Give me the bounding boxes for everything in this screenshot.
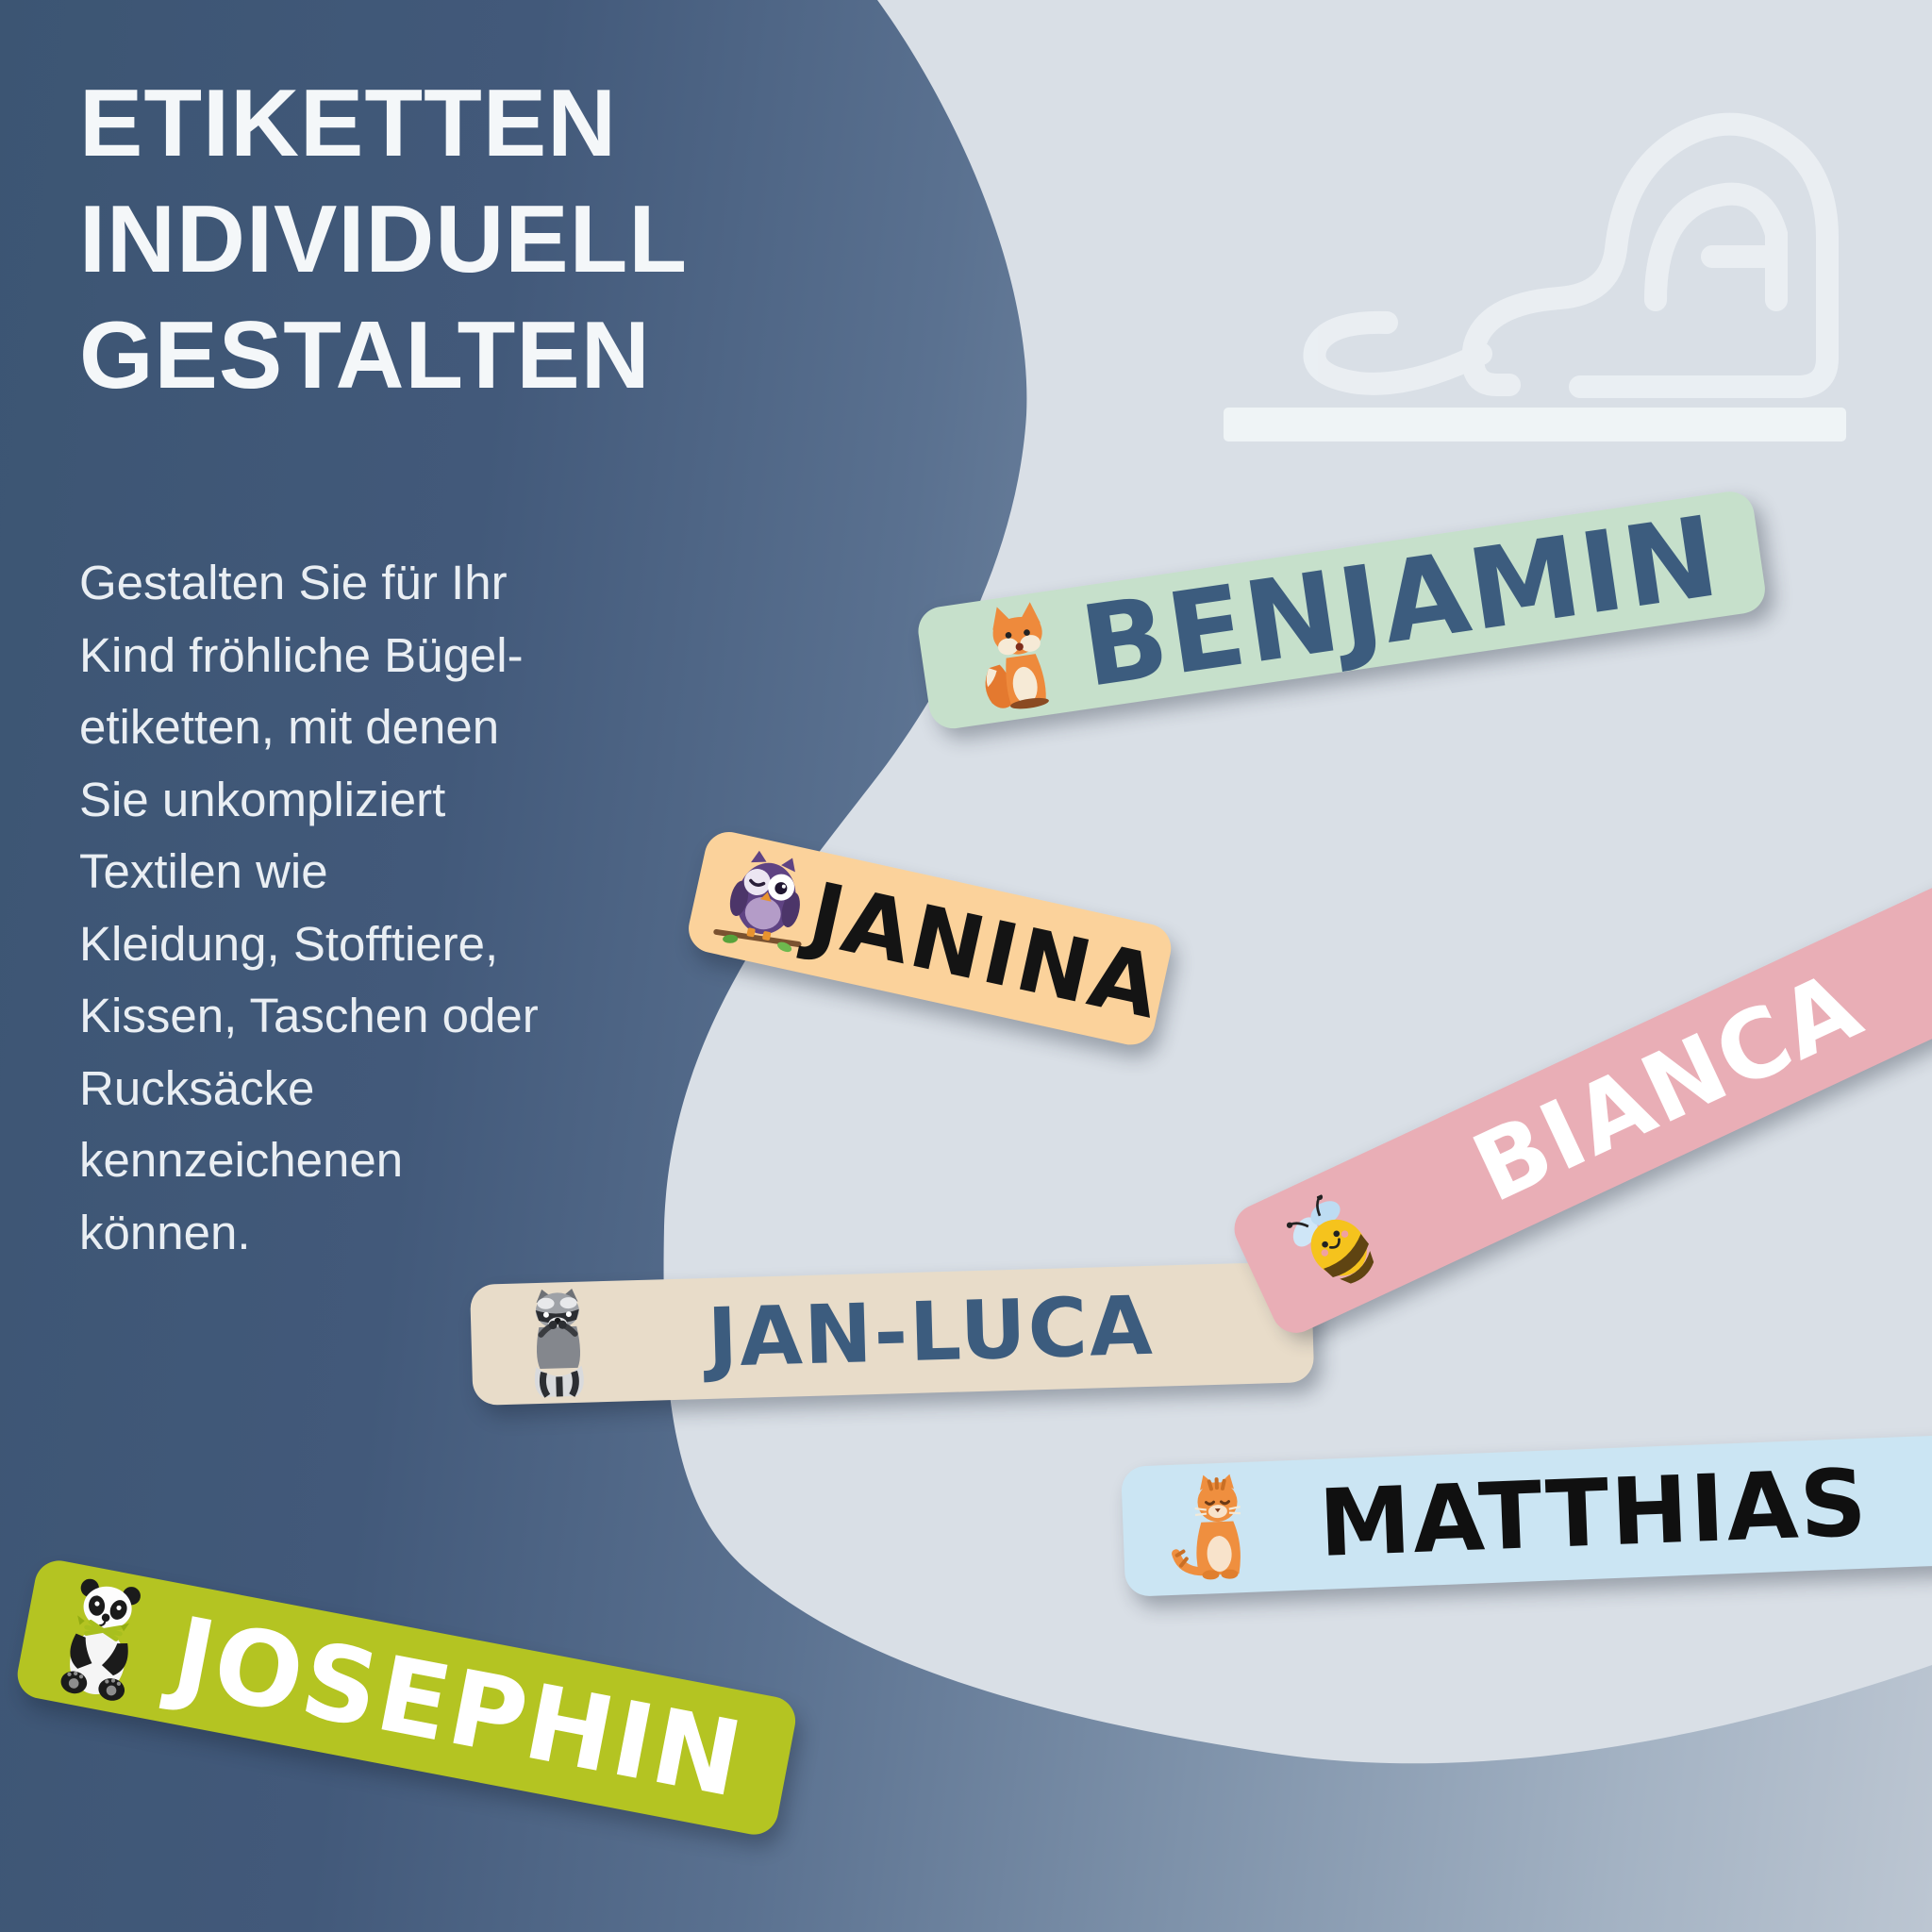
iron-icon <box>1224 112 1846 441</box>
name-label-janina: JANINA <box>684 827 1176 1050</box>
raccoon-icon <box>534 1288 584 1398</box>
name-label-matthias: MATTHIAS <box>1121 1433 1932 1597</box>
body-text: Gestalten Sie für Ihr Kind fröhliche Büg… <box>79 556 539 1259</box>
bee-icon <box>1286 1193 1374 1284</box>
label-text: MATTHIAS <box>1316 1449 1871 1578</box>
owl-icon <box>713 850 802 953</box>
panda-icon <box>60 1578 141 1701</box>
name-label-bianca: BIANCA <box>1226 866 1932 1341</box>
iron-board-line <box>1224 408 1846 441</box>
fox-icon <box>985 602 1049 709</box>
name-label-benjamin: BENJAMIN <box>915 488 1769 732</box>
name-label-jan-luca: JAN-LUCA <box>470 1261 1315 1406</box>
page-title: ETIKETTEN INDIVIDUELL GESTALTEN <box>79 71 689 409</box>
cat-icon <box>1172 1474 1241 1580</box>
label-text: JAN-LUCA <box>706 1278 1156 1386</box>
name-label-josephin: JOSEPHIN <box>13 1557 800 1840</box>
